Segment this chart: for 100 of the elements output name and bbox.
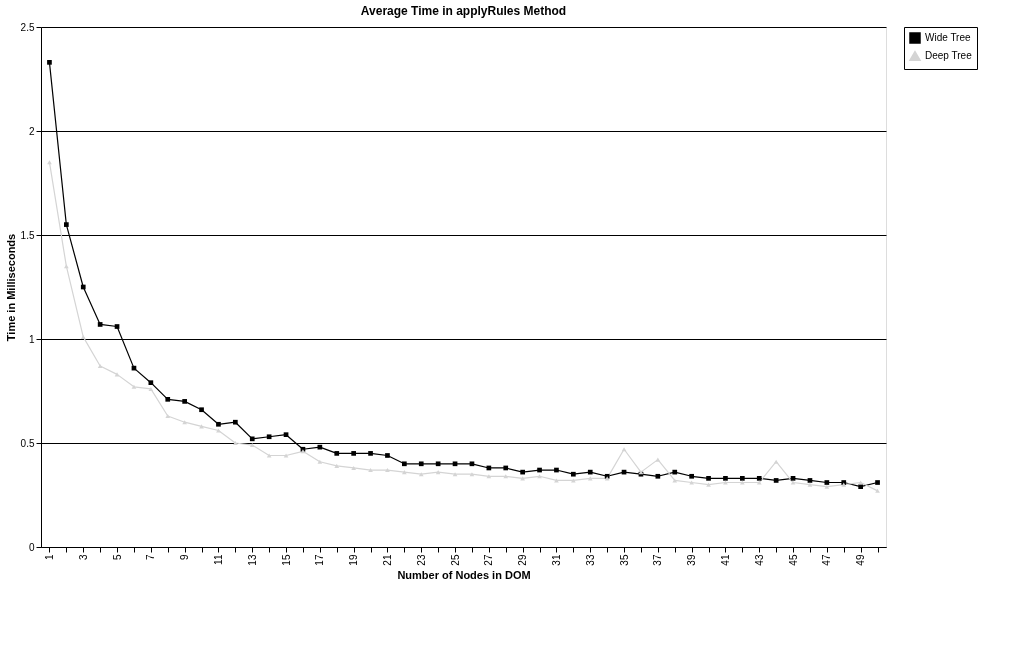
point [80,284,86,290]
y-tick-label: 2 [28,125,35,137]
point [368,451,373,456]
point [773,478,779,483]
point [148,380,154,386]
point [587,469,593,475]
point [216,421,221,427]
point [723,480,728,485]
point [249,443,255,448]
point [351,451,356,456]
point [740,476,745,481]
point [537,467,542,473]
point [469,461,475,467]
point [740,480,745,485]
point [385,453,390,458]
point [418,461,424,467]
point [402,461,407,467]
point [689,480,694,485]
x-tick-label: 7 [145,554,157,561]
point [64,264,69,269]
x-tick-label: 29 [517,554,529,566]
point [385,468,390,473]
point [790,476,796,481]
legend-label: Wide Tree [925,32,972,43]
point [80,334,86,339]
x-tick-label: 31 [550,554,562,566]
point [97,364,103,369]
x-tick-label: 1 [43,554,55,561]
legend-label: Deep Tree [925,50,973,61]
y-tick-label: 2.5 [20,21,35,33]
x-tick-label: 45 [787,554,799,566]
point [47,60,52,65]
point [114,324,120,329]
y-axis-title: Time in Milliseconds [4,233,17,342]
point [689,473,694,479]
point [790,480,796,485]
point [148,386,154,391]
point [807,482,813,487]
y-tick-label: 0.5 [20,437,35,449]
point [655,473,661,479]
x-tick-label: 11 [212,554,224,565]
x-tick-label: 49 [855,554,867,566]
point [858,480,863,485]
point [706,476,711,481]
point [368,468,373,473]
point [199,407,204,413]
point [554,467,559,473]
point [334,451,340,456]
point [435,470,441,475]
point [452,461,458,467]
point [283,453,289,458]
point [233,419,238,425]
point [824,484,830,489]
point [266,434,272,440]
point [283,432,289,438]
point [266,453,272,458]
x-tick-label: 39 [686,554,698,566]
y-tick-label: 1.5 [20,229,35,241]
point [773,459,779,464]
point [672,469,678,475]
x-tick-label: 17 [314,554,326,566]
point [182,399,187,404]
point [807,478,813,483]
point [655,457,661,462]
point [402,470,407,475]
point [723,476,728,481]
point [875,480,880,485]
x-tick-label: 27 [483,554,495,566]
x-axis-title: Number of Nodes in DOM [397,568,531,581]
x-tick-label: 3 [77,554,89,561]
point [858,484,863,490]
point [824,480,830,485]
point [875,488,880,493]
x-tick-label: 35 [618,554,630,566]
point [131,384,137,389]
point [418,472,424,477]
point [233,440,238,446]
point [706,482,711,487]
x-tick-label: 43 [753,554,765,566]
x-tick-label: 5 [111,554,123,561]
point [520,469,525,475]
point [249,436,255,442]
point [351,465,356,470]
point [503,465,509,471]
x-tick-label: 37 [652,554,664,566]
x-tick-label: 47 [821,554,833,566]
x-tick-label: 23 [415,554,427,566]
point [97,322,103,327]
point [182,420,187,425]
x-tick-label: 9 [179,554,191,561]
x-tick-label: 15 [280,554,292,566]
x-tick-label: 41 [719,554,731,566]
chart-title: Average Time in applyRules Method [360,4,567,18]
point [317,459,323,464]
point [317,444,323,450]
point [165,396,171,402]
point [756,476,762,481]
x-tick-label: 33 [584,554,596,566]
point [165,413,171,418]
point [64,222,69,227]
